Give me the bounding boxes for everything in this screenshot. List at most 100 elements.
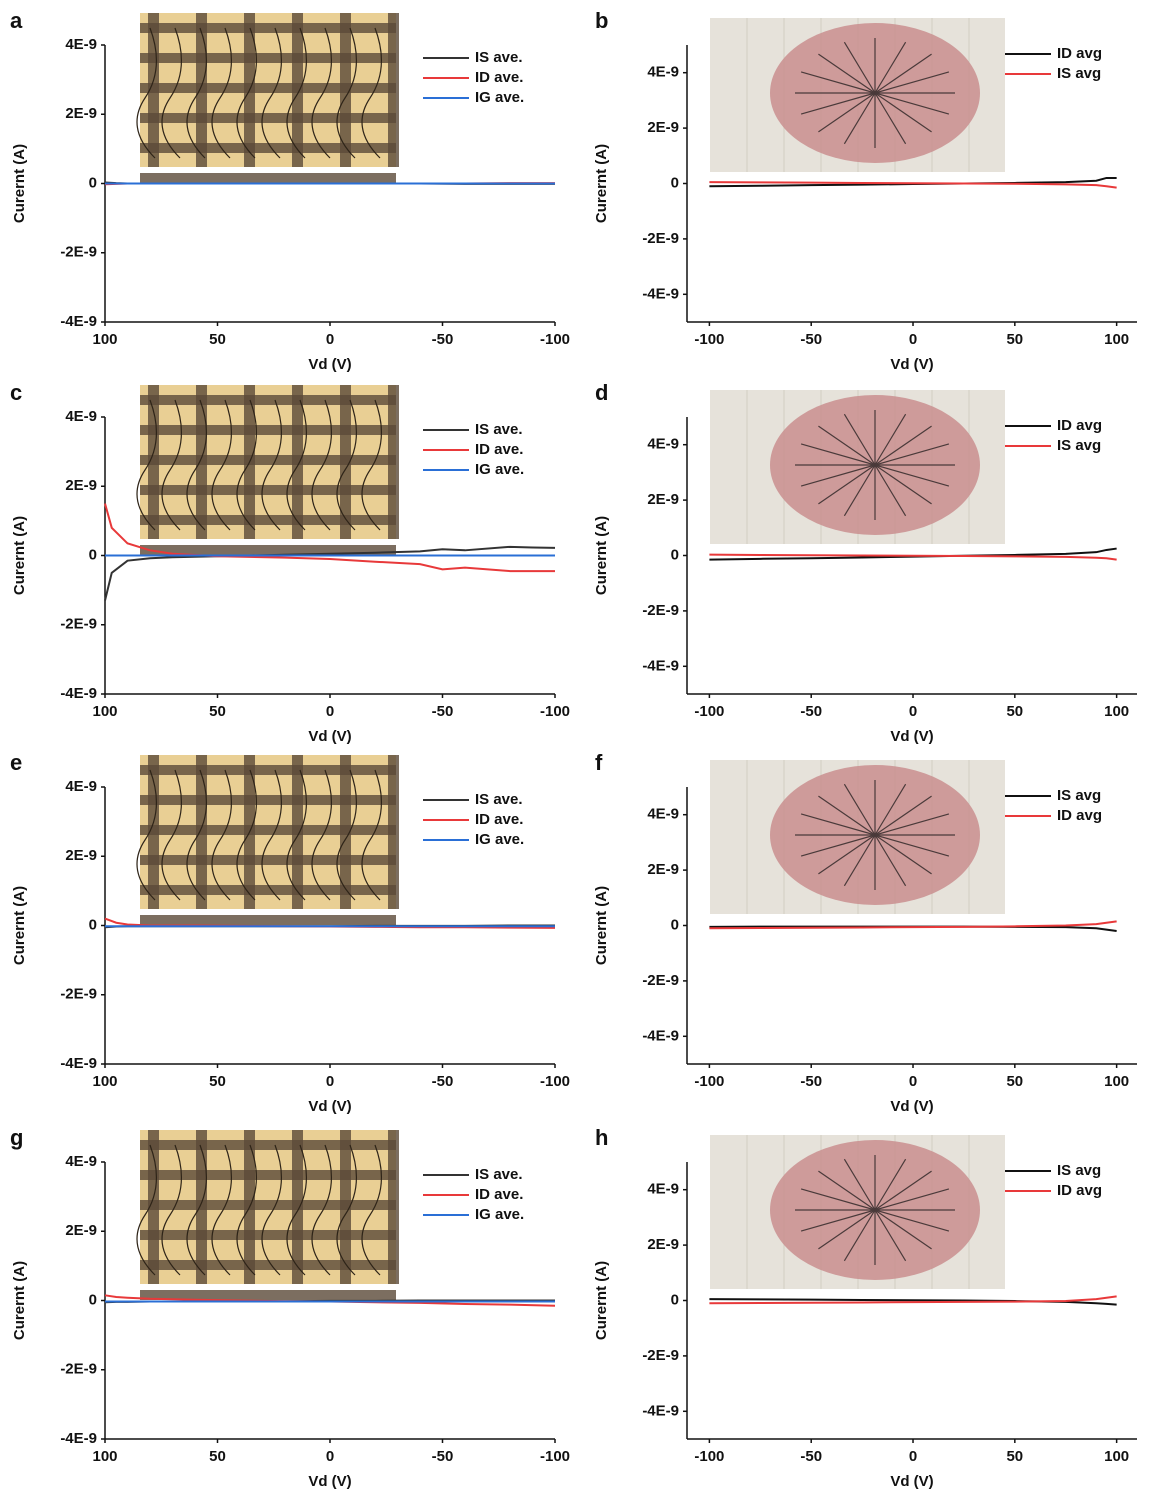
inset-grid: [340, 755, 351, 909]
inset-crack: [800, 443, 876, 466]
inset-crack: [211, 1144, 233, 1276]
x-tick-label: -50: [432, 703, 454, 720]
inset-grid: [140, 1290, 396, 1300]
y-tick-label: 2E-9: [647, 119, 679, 136]
inset-crack: [874, 92, 907, 145]
inset-grid: [140, 765, 396, 775]
y-tick-label: 2E-9: [65, 847, 97, 864]
x-axis-label: Vd (V): [308, 1473, 351, 1490]
inset-grid: [140, 455, 396, 465]
inset-grid: [140, 83, 396, 93]
y-tick-label: 4E-9: [65, 778, 97, 795]
x-tick-label: 50: [1006, 703, 1023, 720]
x-tick-label: 50: [1006, 1073, 1023, 1090]
series-line: [104, 503, 555, 573]
y-tick-label: 4E-9: [65, 408, 97, 425]
inset-crack: [874, 464, 907, 517]
inset-crack: [236, 1144, 258, 1276]
inset-crack: [818, 1209, 876, 1250]
x-tick-label: -100: [540, 1073, 570, 1090]
inset-crack: [843, 834, 876, 887]
inset-grid: [340, 1130, 351, 1284]
inset-crack: [336, 769, 358, 901]
inset-crack: [874, 425, 932, 466]
x-axis-label: Vd (V): [890, 1098, 933, 1115]
inset-crack: [800, 464, 876, 487]
inset-crack: [186, 27, 208, 159]
inset-crack: [261, 769, 283, 901]
y-tick-label: 0: [89, 1291, 97, 1308]
x-tick-label: -50: [800, 703, 822, 720]
series-line: [709, 1298, 1117, 1306]
x-tick-label: -100: [694, 703, 724, 720]
x-tick-label: 50: [209, 703, 226, 720]
y-tick-label: -4E-9: [60, 685, 97, 702]
inset-crack: [186, 769, 208, 901]
panel-label: f: [595, 750, 603, 775]
inset-crack: [311, 769, 333, 901]
inset-crack: [800, 813, 876, 836]
panel: d 4E-9 2E-9 0 -2E-9 -4E-9 -100 -50 0 50 100 Vd (V) C…: [593, 380, 1137, 745]
x-tick-label: 0: [326, 331, 334, 348]
inset-crack: [874, 464, 950, 487]
legend-label: IG ave.: [475, 89, 524, 106]
inset-crack: [874, 1188, 950, 1211]
inset-crack: [874, 464, 932, 505]
inset-crack: [874, 834, 950, 857]
inset-crack: [874, 1209, 950, 1232]
inset-crack: [818, 92, 876, 133]
series-line: [104, 545, 556, 601]
y-tick-label: -2E-9: [642, 1347, 679, 1364]
legend-label: IS avg: [1057, 437, 1101, 454]
legend-label: ID avg: [1057, 807, 1102, 824]
x-tick-label: -100: [694, 331, 724, 348]
legend-label: IS avg: [1057, 1162, 1101, 1179]
inset-grid: [140, 485, 396, 495]
y-tick-label: -4E-9: [60, 313, 97, 330]
y-tick-label: 4E-9: [647, 1181, 679, 1198]
inset-grid: [140, 23, 396, 33]
inset-grid: [140, 1140, 396, 1150]
x-tick-label: 50: [209, 1073, 226, 1090]
inset-crack: [800, 92, 876, 115]
inset-crack: [336, 1144, 358, 1276]
y-axis-label: Curernt (A): [593, 516, 610, 595]
inset-crack: [261, 1144, 283, 1276]
y-tick-label: 0: [671, 174, 679, 191]
x-tick-label: 100: [1104, 331, 1129, 348]
inset-grid: [140, 515, 396, 525]
y-tick-label: -4E-9: [642, 285, 679, 302]
inset-crack: [136, 1144, 158, 1276]
inset-grid: [140, 825, 396, 835]
x-tick-label: -100: [540, 331, 570, 348]
inset-grid: [140, 1230, 396, 1240]
x-tick-label: -50: [432, 331, 454, 348]
x-tick-label: -50: [800, 1448, 822, 1465]
legend-label: IG ave.: [475, 461, 524, 478]
y-tick-label: 0: [671, 1291, 679, 1308]
inset-grid: [388, 385, 399, 539]
x-tick-label: -100: [540, 703, 570, 720]
x-tick-label: 100: [1104, 1448, 1129, 1465]
inset-grid: [140, 885, 396, 895]
x-tick-label: 50: [209, 1448, 226, 1465]
inset-crack: [136, 769, 158, 901]
inset-crack: [874, 795, 932, 836]
y-axis-label: Curernt (A): [593, 886, 610, 965]
inset-crack: [874, 71, 950, 94]
x-tick-label: 50: [209, 331, 226, 348]
panel-label: h: [595, 1125, 608, 1150]
y-tick-label: -2E-9: [642, 230, 679, 247]
inset-crack: [286, 399, 308, 531]
panel: f 4E-9 2E-9 0 -2E-9 -4E-9 -100 -50 0 50 100 Vd (V) C…: [593, 750, 1137, 1115]
y-axis-label: Curernt (A): [593, 1261, 610, 1340]
y-axis-label: Curernt (A): [11, 516, 28, 595]
x-tick-label: -50: [800, 1073, 822, 1090]
legend-label: IS ave.: [475, 421, 523, 438]
y-axis-label: Curernt (A): [11, 144, 28, 223]
inset-crack: [874, 41, 907, 94]
inset-grid: [140, 915, 396, 925]
inset-grid: [140, 113, 396, 123]
